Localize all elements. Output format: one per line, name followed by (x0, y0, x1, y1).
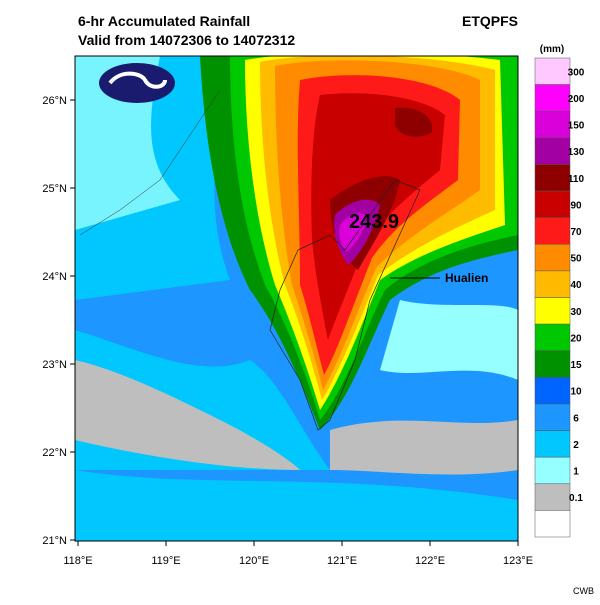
legend-label: 1 (573, 466, 579, 477)
legend-label: 20 (570, 333, 582, 344)
lat-label: 23°N (42, 359, 67, 371)
legend-swatch (534, 110, 571, 139)
subtitle: Valid from 14072306 to 14072312 (78, 32, 295, 48)
lat-label: 21°N (42, 535, 67, 547)
legend-label: 15 (570, 360, 582, 371)
lon-label: 122°E (415, 555, 445, 567)
legend-label: 2 (573, 440, 579, 451)
logo-mark (108, 71, 167, 89)
map-frame (74, 55, 519, 542)
legend-swatch (534, 217, 571, 245)
lat-label: 24°N (42, 271, 67, 283)
legend-label: 200 (568, 94, 585, 105)
legend-label: 110 (568, 174, 585, 185)
lon-label: 119°E (151, 555, 180, 567)
legend-swatch (534, 323, 571, 351)
lat-label: 22°N (42, 447, 67, 459)
logo (99, 63, 175, 103)
legend-label: 300 (568, 67, 585, 78)
legend-swatch (534, 57, 571, 85)
legend-label: 10 (570, 387, 582, 398)
lon-label: 123°E (503, 555, 533, 567)
legend-swatch (534, 483, 571, 511)
legend-swatch (534, 377, 571, 405)
legend-swatch (534, 403, 571, 431)
legend-label: 0.1 (569, 493, 583, 504)
legend-swatch (534, 350, 571, 378)
legend-label: 6 (573, 413, 579, 424)
legend-label: 50 (570, 254, 582, 265)
rain-field (75, 56, 518, 541)
legend-label: 30 (570, 307, 582, 318)
lon-label: 120°E (239, 555, 269, 567)
legend-swatch (534, 510, 571, 538)
dynamic: 26°N 25°N 24°N 23°N 22°N 21°N 118°E 119°E 120°E 1… (42, 57, 585, 567)
credit: CWB (573, 586, 594, 596)
product: ETQPFS (462, 13, 518, 29)
lon-label: 118°E (63, 555, 92, 567)
title: 6-hr Accumulated Rainfall (78, 13, 250, 29)
legend-swatch (534, 190, 571, 218)
legend-swatch (534, 456, 571, 485)
legend-swatch (534, 137, 571, 165)
legend-label: 130 (568, 147, 585, 158)
lon-label: 121°E (327, 555, 357, 567)
legend-label: 40 (570, 280, 582, 291)
place-label: Hualien (445, 271, 488, 285)
legend-swatch (534, 84, 571, 112)
lat-label: 25°N (42, 183, 67, 195)
legend-label: 90 (570, 200, 582, 211)
legend-swatch (534, 270, 571, 298)
lat-label: 26°N (42, 95, 67, 107)
legend-swatch (534, 164, 571, 192)
legend-label: 70 (570, 227, 582, 238)
legend-swatch (534, 430, 571, 458)
legend-unit: (mm) (540, 44, 564, 55)
max-label: 243.9 (349, 211, 399, 233)
legend-swatch (534, 244, 571, 272)
legend-label: 150 (568, 121, 585, 132)
legend-swatch (534, 297, 571, 325)
